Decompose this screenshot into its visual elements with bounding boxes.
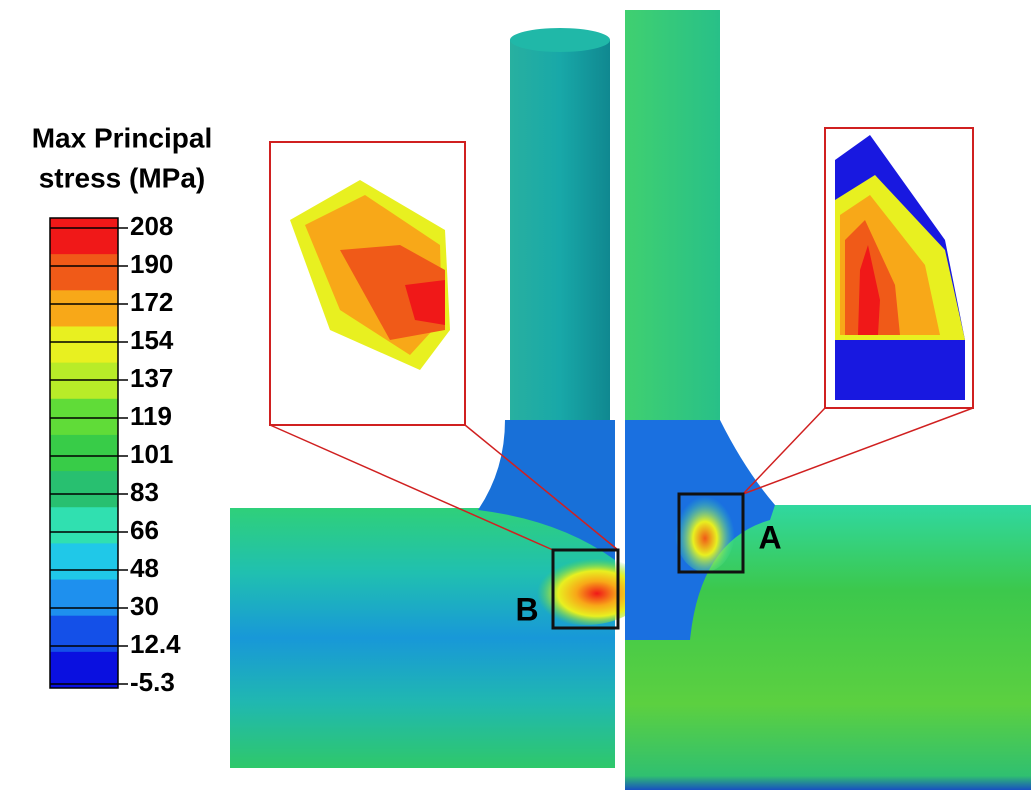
- pipe: [230, 508, 615, 768]
- page: {"legend": {"title": ["Max Principal", "…: [0, 0, 1031, 796]
- legend-swatch: [50, 218, 118, 255]
- legend-tick-label: 119: [130, 401, 172, 431]
- legend-swatch: [50, 399, 118, 436]
- legend-title: Max Principal: [32, 122, 213, 153]
- legend-swatch: [50, 435, 118, 472]
- legend-tick-label: 172: [130, 287, 173, 317]
- pipe: [625, 10, 720, 430]
- legend-tick-label: 48: [130, 553, 159, 583]
- legend-tick-label: 66: [130, 515, 159, 545]
- legend-swatch: [50, 363, 118, 400]
- legend-tick-label: 137: [130, 363, 173, 393]
- inset-contour: [835, 340, 965, 400]
- region-label: A: [758, 519, 781, 555]
- legend-swatch: [50, 326, 118, 363]
- legend-swatch: [50, 543, 118, 580]
- legend-tick-label: 30: [130, 591, 159, 621]
- legend-swatch: [50, 580, 118, 617]
- legend-swatch: [50, 652, 118, 689]
- legend-swatch: [50, 507, 118, 544]
- legend-tick-label: 208: [130, 211, 173, 241]
- legend-tick-label: 154: [130, 325, 174, 355]
- legend-tick-label: 190: [130, 249, 173, 279]
- region-label: B: [515, 591, 538, 627]
- hot-spot: [675, 488, 735, 572]
- legend-tick-label: 101: [130, 439, 173, 469]
- legend-swatch: [50, 471, 118, 508]
- legend-swatch: [50, 616, 118, 653]
- legend: Max Principal stress (MPa) 208 190 172 154 1…: [32, 122, 213, 696]
- figure: B A Max Principal stress (MPa) 208 190 172…: [0, 0, 1031, 796]
- legend-title: stress (MPa): [39, 162, 206, 193]
- legend-tick-label: -5.3: [130, 667, 175, 697]
- legend-swatch: [50, 290, 118, 327]
- pipe-end: [510, 28, 610, 52]
- legend-tick-label: 83: [130, 477, 159, 507]
- pipe: [510, 40, 610, 430]
- legend-tick-label: 12.4: [130, 629, 181, 659]
- legend-swatch: [50, 254, 118, 291]
